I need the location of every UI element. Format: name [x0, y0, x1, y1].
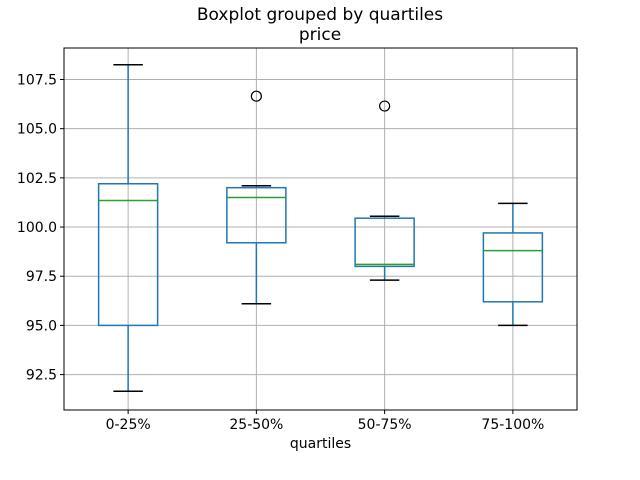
- y-tick-label: 92.5: [26, 368, 57, 384]
- x-tick-label: 0-25%: [106, 417, 151, 433]
- axes-title: price: [298, 25, 342, 45]
- box-rect: [226, 186, 287, 244]
- y-tick-label: 102.5: [17, 171, 57, 187]
- box-rect: [482, 232, 544, 303]
- x-axis-label: quartiles: [289, 436, 352, 452]
- axes-frame: [63, 47, 578, 411]
- outlier-marker: [250, 90, 262, 102]
- y-tick-label: 107.5: [17, 72, 57, 88]
- x-tick-label: 50-75%: [358, 417, 412, 433]
- y-tick-label: 95.0: [26, 318, 57, 334]
- y-tick-label: 105.0: [17, 122, 57, 138]
- outlier-marker: [379, 100, 391, 112]
- y-tick-label: 100.0: [17, 220, 57, 236]
- box-rect: [97, 183, 159, 327]
- y-tick-label: 97.5: [26, 269, 57, 285]
- figure-suptitle: Boxplot grouped by quartiles: [196, 5, 444, 25]
- x-tick-label: 75-100%: [481, 417, 544, 433]
- box-rect: [354, 217, 415, 268]
- x-tick-label: 25-50%: [229, 417, 283, 433]
